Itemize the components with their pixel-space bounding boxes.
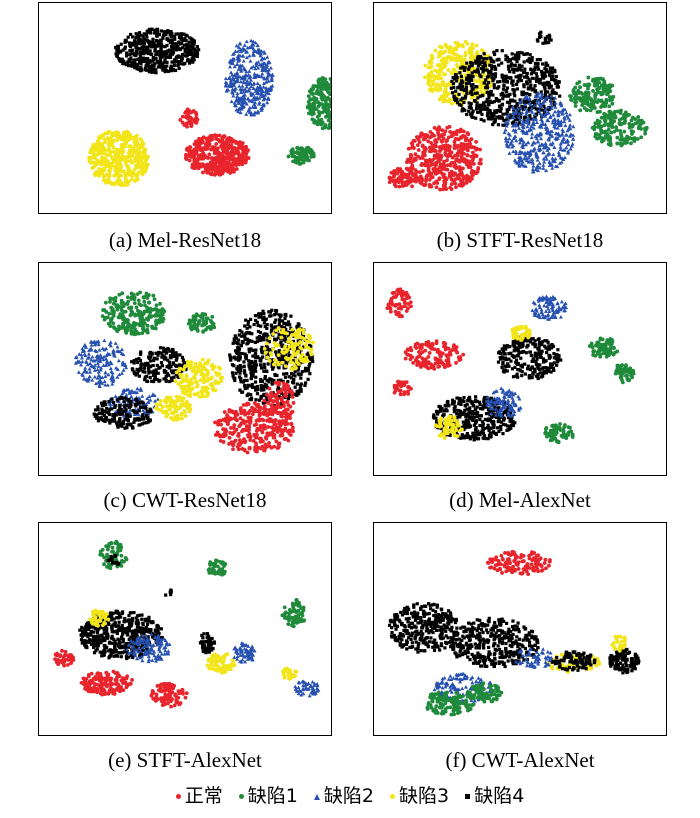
- defect3-cluster: [262, 326, 315, 372]
- defect1-cluster: [587, 336, 620, 359]
- defect4-cluster: [449, 49, 562, 127]
- normal-cluster: [183, 133, 251, 177]
- legend: 正常 缺陷1 缺陷2 缺陷3 缺陷4: [0, 781, 700, 808]
- panel-e-plot: [38, 522, 332, 736]
- defect4-cluster: [496, 335, 563, 381]
- defect2-cluster: [223, 38, 275, 117]
- normal-cluster: [404, 124, 483, 192]
- defect1-cluster: [568, 75, 616, 114]
- panel-b-plot: [373, 2, 667, 214]
- defect4-cluster: [608, 647, 641, 675]
- defect4-cluster: [535, 30, 553, 45]
- legend-label-defect1: 缺陷1: [247, 785, 298, 807]
- defect3-cluster: [205, 652, 237, 675]
- legend-item-normal: 正常: [175, 781, 223, 808]
- defect2-cluster: [293, 679, 321, 698]
- defect4-cluster: [130, 346, 189, 384]
- defect2-cluster: [502, 91, 576, 174]
- defect1-cluster: [613, 363, 636, 385]
- defect4-cluster: [431, 395, 517, 442]
- green-dot-icon: [238, 794, 244, 799]
- defect3-cluster: [281, 666, 299, 681]
- panel-d-scatter: [385, 287, 636, 445]
- blue-triangle-icon: [313, 793, 320, 800]
- defect1-cluster: [100, 290, 167, 337]
- normal-cluster: [485, 549, 552, 577]
- legend-item-defect4: 缺陷4: [465, 781, 524, 808]
- normal-cluster: [403, 339, 466, 371]
- defect3-cluster: [510, 324, 532, 342]
- normal-cluster: [79, 669, 134, 697]
- legend-label-defect2: 缺陷2: [323, 785, 374, 807]
- defect3-cluster: [88, 608, 111, 628]
- panel-f-caption: (f) CWT-AlexNet: [445, 748, 595, 772]
- defect2-cluster: [125, 632, 172, 664]
- defect2-cluster: [232, 641, 257, 664]
- yellow-dot-icon: [390, 794, 396, 799]
- normal-cluster: [387, 166, 421, 189]
- defect2-cluster: [484, 386, 523, 418]
- defect4-cluster: [550, 650, 597, 672]
- defect1-cluster: [543, 422, 575, 445]
- panel-a-scatter: [87, 27, 331, 188]
- black-square-icon: [465, 794, 471, 799]
- panel-e-scatter: [53, 539, 321, 709]
- panel-c-scatter: [73, 290, 315, 455]
- panel-c-caption: (c) CWT-ResNet18: [103, 488, 267, 512]
- legend-label-defect3: 缺陷3: [399, 785, 450, 807]
- panel-a-plot: [38, 2, 332, 214]
- normal-cluster: [385, 287, 413, 319]
- defect1-cluster: [305, 76, 331, 131]
- legend-label-normal: 正常: [184, 785, 223, 807]
- defect2-cluster: [530, 294, 569, 321]
- normal-cluster: [213, 401, 296, 455]
- normal-cluster: [178, 107, 200, 129]
- defect3-cluster: [173, 357, 225, 399]
- defect1-cluster: [206, 558, 228, 577]
- defect3-cluster: [433, 414, 464, 441]
- red-dot-icon: [175, 794, 181, 799]
- panel-d-caption: (d) Mel-AlexNet: [449, 488, 591, 512]
- defect4-cluster: [106, 553, 121, 566]
- normal-cluster: [262, 380, 296, 426]
- defect4-cluster: [447, 616, 540, 669]
- legend-label-defect4: 缺陷4: [474, 785, 525, 807]
- defect1-cluster: [280, 598, 307, 629]
- normal-cluster: [392, 379, 413, 397]
- defect1-cluster: [590, 108, 649, 148]
- panel-f-plot: [373, 522, 667, 736]
- legend-item-defect3: 缺陷3: [390, 781, 449, 808]
- defect4-cluster: [114, 27, 201, 75]
- panel-b-scatter: [387, 30, 649, 192]
- panel-b-caption: (b) STFT-ResNet18: [436, 228, 604, 252]
- defect1-cluster: [186, 311, 217, 334]
- defect2-cluster: [73, 338, 129, 388]
- defect4-cluster: [92, 395, 153, 430]
- defect4-cluster: [387, 602, 460, 654]
- defect4-cluster: [198, 631, 217, 655]
- defect1-cluster: [465, 681, 504, 704]
- defect2-cluster: [514, 647, 554, 669]
- panel-f-scatter: [387, 549, 641, 717]
- legend-item-defect2: 缺陷2: [313, 781, 374, 808]
- defect3-cluster: [154, 394, 193, 422]
- defect1-cluster: [286, 145, 316, 166]
- panel-e-caption: (e) STFT-AlexNet: [108, 748, 262, 772]
- normal-cluster: [53, 648, 76, 668]
- panel-c-plot: [38, 262, 332, 476]
- defect3-cluster: [610, 634, 627, 653]
- normal-cluster: [149, 681, 189, 709]
- panel-a-caption: (a) Mel-ResNet18: [108, 228, 262, 252]
- panel-d-plot: [373, 262, 667, 476]
- legend-item-defect1: 缺陷1: [238, 781, 298, 808]
- defect4-cluster: [164, 588, 173, 597]
- defect3-cluster: [87, 129, 150, 188]
